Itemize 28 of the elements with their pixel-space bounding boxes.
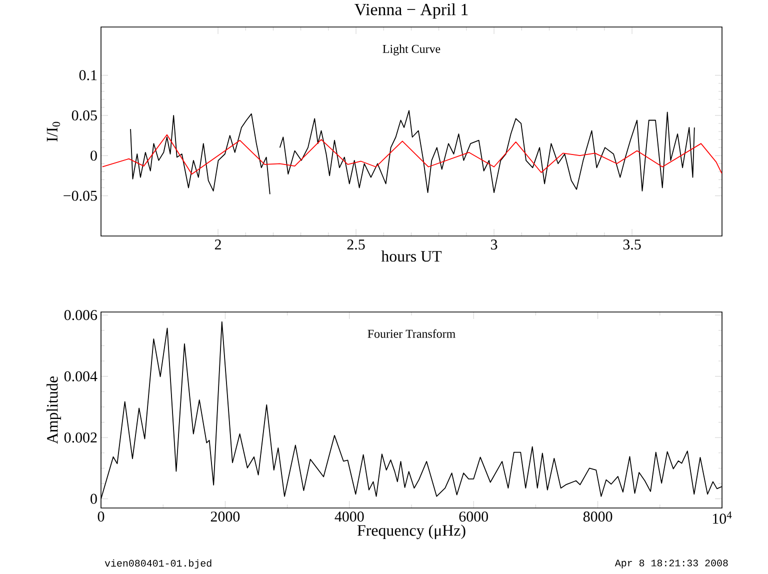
line-series bbox=[102, 134, 722, 175]
x-tick-label: 10$^{4}$ bbox=[712, 512, 732, 524]
x-tick-label: 8000 bbox=[583, 512, 612, 522]
x-tick-label: 2.5 bbox=[347, 240, 365, 250]
y-tick-label: 0 bbox=[90, 150, 97, 161]
y-axis-title: Amplitude bbox=[46, 376, 62, 444]
x-axis-title: Frequency (μHz) bbox=[357, 524, 466, 540]
x-tick-label: 2000 bbox=[210, 512, 240, 522]
x-axis-title: hours UT bbox=[381, 250, 442, 262]
x-tick-label: 6000 bbox=[459, 512, 488, 522]
y-tick-label: 0.002 bbox=[64, 432, 97, 443]
text: vien080401-01.bjed bbox=[104, 559, 212, 569]
x-tick-label: 3 bbox=[491, 240, 498, 250]
y-tick-label: 0.004 bbox=[64, 371, 98, 382]
chart-title: Vienna − April 1 bbox=[354, 3, 468, 19]
y-tick-label: 0 bbox=[90, 494, 97, 504]
x-tick-label: 3.5 bbox=[623, 240, 641, 250]
y-tick-label: 0.006 bbox=[64, 310, 98, 320]
x-tick-label: 2 bbox=[214, 240, 221, 250]
annotation: Light Curve bbox=[382, 44, 440, 56]
y-axis-title: I/I$_{0}$ bbox=[46, 122, 60, 142]
text: Apr 8 18:21:33 2008 bbox=[614, 560, 728, 568]
x-tick-label: 0 bbox=[98, 512, 104, 522]
x-tick-label: 4000 bbox=[334, 512, 364, 522]
y-tick-label: −0.05 bbox=[64, 190, 97, 201]
annotation: Fourier Transform bbox=[368, 329, 456, 338]
y-tick-label: 0.1 bbox=[79, 70, 97, 80]
y-tick-label: 0.05 bbox=[72, 110, 97, 120]
